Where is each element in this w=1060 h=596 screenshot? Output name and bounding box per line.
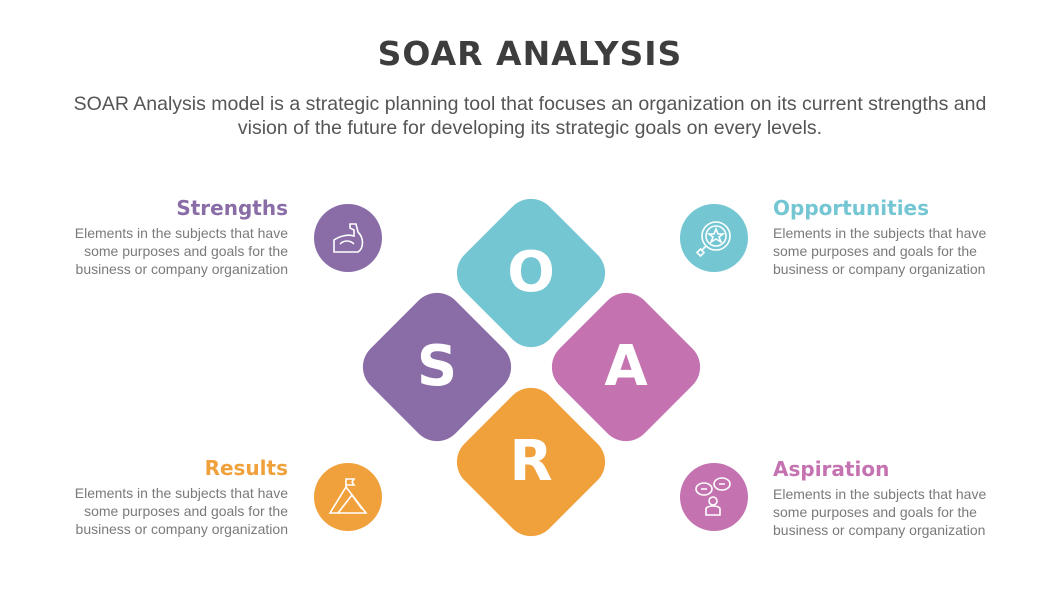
desc-line: some purposes and goals for the (84, 503, 288, 519)
opportunities-icon-circle (680, 204, 748, 272)
results-description: Elements in the subjects that have some p… (58, 484, 288, 538)
aspiration-icon-circle (680, 463, 748, 531)
strengths-block: Strengths Elements in the subjects that … (58, 196, 288, 278)
letter-s: S (416, 334, 458, 399)
magnifier-star-icon (695, 221, 731, 258)
desc-line: Elements in the subjects that have (74, 485, 288, 501)
desc-line: some purposes and goals for the (773, 243, 977, 259)
desc-line: business or company organization (773, 522, 986, 538)
aspiration-title: Aspiration (773, 457, 890, 481)
desc-line: Elements in the subjects that have (74, 225, 288, 241)
strengths-title: Strengths (176, 196, 288, 220)
aspiration-block: Aspiration Elements in the subjects that… (773, 457, 1003, 539)
aspiration-description: Elements in the subjects that have some p… (773, 485, 1003, 539)
desc-line: Elements in the subjects that have (773, 225, 987, 241)
person-speech-bubbles-icon (695, 477, 731, 516)
page-title: SOAR ANALYSIS (377, 34, 683, 73)
desc-line: Elements in the subjects that have (773, 486, 987, 502)
results-title: Results (204, 456, 288, 480)
page-subtitle: SOAR Analysis model is a strategic plann… (73, 93, 987, 139)
flexed-arm-icon (333, 223, 364, 253)
letter-a: A (604, 334, 648, 399)
opportunities-block: Opportunities Elements in the subjects t… (773, 196, 1003, 278)
results-block: Results Elements in the subjects that ha… (58, 456, 288, 538)
opportunities-title: Opportunities (773, 196, 930, 220)
desc-line: business or company organization (773, 261, 986, 277)
desc-line: business or company organization (75, 521, 288, 537)
letter-o: O (507, 240, 555, 305)
desc-line: some purposes and goals for the (773, 504, 977, 520)
results-icon-circle (314, 463, 382, 531)
desc-line: some purposes and goals for the (84, 243, 288, 259)
strengths-icon-circle (314, 204, 382, 272)
letter-r: R (509, 429, 553, 494)
opportunities-description: Elements in the subjects that have some p… (773, 224, 1003, 278)
desc-line: business or company organization (75, 261, 288, 277)
strengths-description: Elements in the subjects that have some p… (58, 224, 288, 278)
mountain-flag-icon (328, 478, 368, 514)
